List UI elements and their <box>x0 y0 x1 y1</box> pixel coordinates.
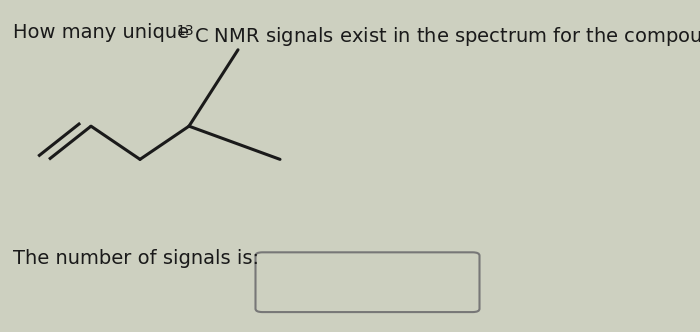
FancyBboxPatch shape <box>256 252 480 312</box>
Text: $\mathregular{^{13}}$C NMR signals exist in the spectrum for the compound?: $\mathregular{^{13}}$C NMR signals exist… <box>176 23 700 49</box>
Text: The number of signals is:: The number of signals is: <box>13 249 258 269</box>
Text: How many unique: How many unique <box>13 23 195 42</box>
